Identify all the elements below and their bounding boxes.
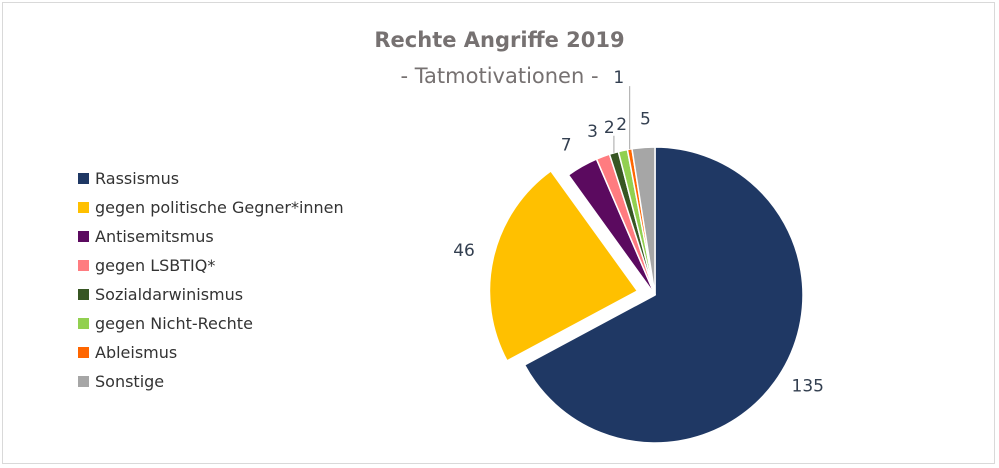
data-label: 46 xyxy=(453,241,475,261)
legend-item: gegen LSBTIQ* xyxy=(78,251,344,280)
legend-label: Antisemitsmus xyxy=(95,227,214,246)
legend-label: gegen Nicht-Rechte xyxy=(95,314,253,333)
legend-swatch xyxy=(78,318,89,329)
data-label: 2 xyxy=(604,118,615,138)
legend-swatch xyxy=(78,347,89,358)
legend-swatch xyxy=(78,202,89,213)
legend-label: Sozialdarwinismus xyxy=(95,285,244,304)
legend-label: Sonstige xyxy=(95,372,165,391)
legend-swatch xyxy=(78,376,89,387)
data-label: 5 xyxy=(640,110,651,130)
chart-title: Rechte Angriffe 2019 xyxy=(374,28,625,52)
data-label: 7 xyxy=(561,135,572,155)
legend-item: gegen Nicht-Rechte xyxy=(78,309,344,338)
legend-item: Sozialdarwinismus xyxy=(78,280,344,309)
legend-swatch xyxy=(78,173,89,184)
pie-slice xyxy=(488,169,639,362)
legend-item: Ableismus xyxy=(78,338,344,367)
legend-label: gegen politische Gegner*innen xyxy=(95,198,344,217)
chart-subtitle: - Tatmotivationen - xyxy=(400,64,599,88)
legend-label: gegen LSBTIQ* xyxy=(95,256,216,275)
pie-slice xyxy=(631,146,656,296)
legend-swatch xyxy=(78,260,89,271)
data-label: 2 xyxy=(616,115,627,135)
legend-item: Antisemitsmus xyxy=(78,222,344,251)
pie-slice xyxy=(523,146,804,444)
data-label: 1 xyxy=(613,68,624,88)
legend-item: Rassismus xyxy=(78,164,344,193)
data-label: 3 xyxy=(587,122,598,142)
data-label: 135 xyxy=(792,376,824,396)
legend-item: Sonstige xyxy=(78,367,344,396)
legend-swatch xyxy=(78,289,89,300)
chart-legend: Rassismus gegen politische Gegner*innen An… xyxy=(78,164,344,396)
legend-label: Rassismus xyxy=(95,169,180,188)
legend-label: Ableismus xyxy=(95,343,178,362)
legend-item: gegen politische Gegner*innen xyxy=(78,193,344,222)
legend-swatch xyxy=(78,231,89,242)
